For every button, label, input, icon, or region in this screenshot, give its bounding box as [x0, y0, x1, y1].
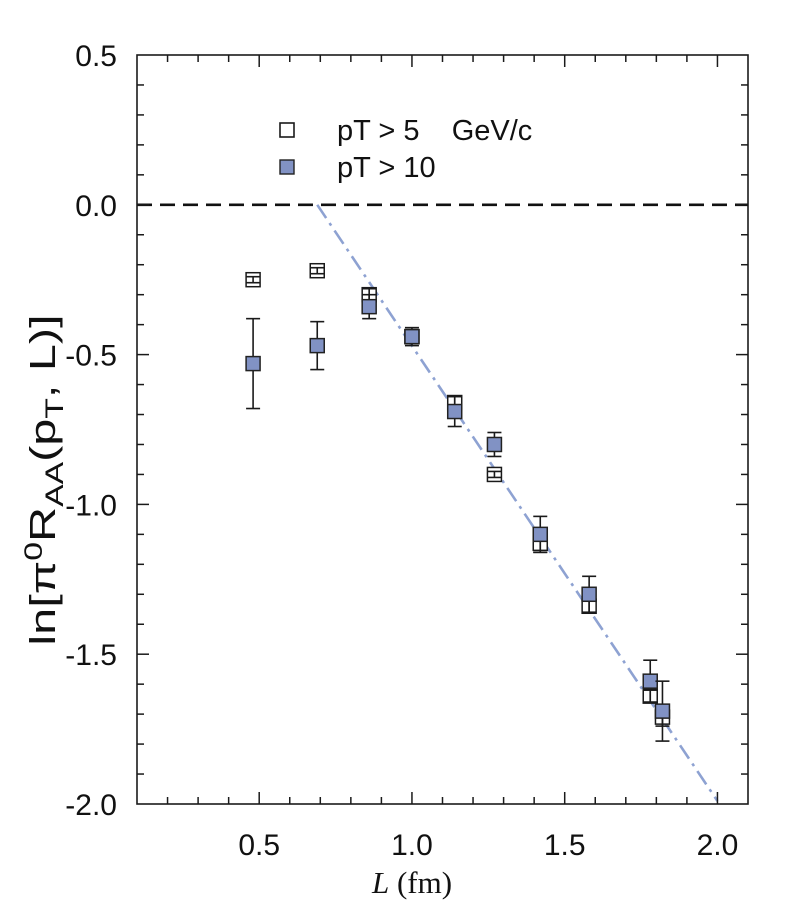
data-point-filled-square: [245, 355, 261, 372]
x-label-variable: L: [371, 865, 389, 900]
legend-item-pt-gt-5: pT > 5 GeV/c: [279, 115, 532, 147]
data-point-filled-square: [309, 337, 325, 354]
axis-tick-labels: 0.5 0.0 -0.5 -1.0 -1.5 -2.0 0.5 1.0 1.5 2.0: [65, 40, 738, 862]
y-tick-label: -1.0: [65, 489, 117, 522]
axis-ticks: [137, 55, 748, 804]
data-point-filled-square: [446, 403, 463, 420]
y-tick-label: 0.0: [75, 190, 117, 223]
data-point-filled-square: [642, 673, 658, 689]
series-pt-gt-10: [245, 293, 671, 742]
y-label-part: , L)]: [23, 314, 63, 398]
x-axis-label: L (fm): [371, 865, 452, 900]
y-axis-label-text: ln[π0RAA(pT, L)]: [20, 314, 69, 645]
y-label-superscript: 0: [20, 542, 48, 561]
legend-item-pt-gt-10: pT > 10: [279, 152, 436, 184]
legend-label-pt-gt-5: pT > 5 GeV/c: [337, 115, 532, 147]
data-point-filled-square: [654, 703, 671, 719]
y-tick-label: -1.5: [65, 639, 117, 672]
data-points: [245, 262, 671, 742]
y-tick-label: -0.5: [65, 340, 117, 373]
y-label-subscript: T: [41, 398, 69, 419]
error-bar: [246, 275, 261, 284]
y-label-part: ln[π: [23, 561, 63, 646]
x-tick-label: 1.0: [391, 829, 433, 862]
y-tick-label: -2.0: [65, 789, 117, 822]
y-label-subscript: AA: [41, 462, 69, 507]
x-tick-label: 1.5: [544, 829, 586, 862]
legend-label-pt-gt-10: pT > 10: [337, 152, 436, 184]
data-point-filled-square: [486, 436, 503, 453]
x-tick-label: 2.0: [697, 829, 739, 862]
error-bar: [310, 266, 325, 275]
x-label-unit: (fm): [389, 865, 452, 900]
legend-open-square-marker: [279, 122, 295, 138]
legend-filled-square-marker: [279, 159, 295, 175]
y-label-part: (p: [23, 419, 63, 462]
legend: pT > 5 GeV/c pT > 10: [279, 115, 532, 184]
data-point-filled-square: [532, 526, 549, 543]
y-axis-label: ln[π0RAA(pT, L)]: [20, 314, 69, 645]
y-label-part: R: [23, 507, 63, 542]
x-tick-label: 0.5: [238, 829, 280, 862]
data-point-filled-square: [361, 298, 377, 315]
y-tick-label: 0.5: [75, 40, 117, 73]
error-bar: [487, 470, 502, 479]
data-point-filled-square: [404, 328, 420, 345]
data-point-filled-square: [581, 586, 597, 603]
